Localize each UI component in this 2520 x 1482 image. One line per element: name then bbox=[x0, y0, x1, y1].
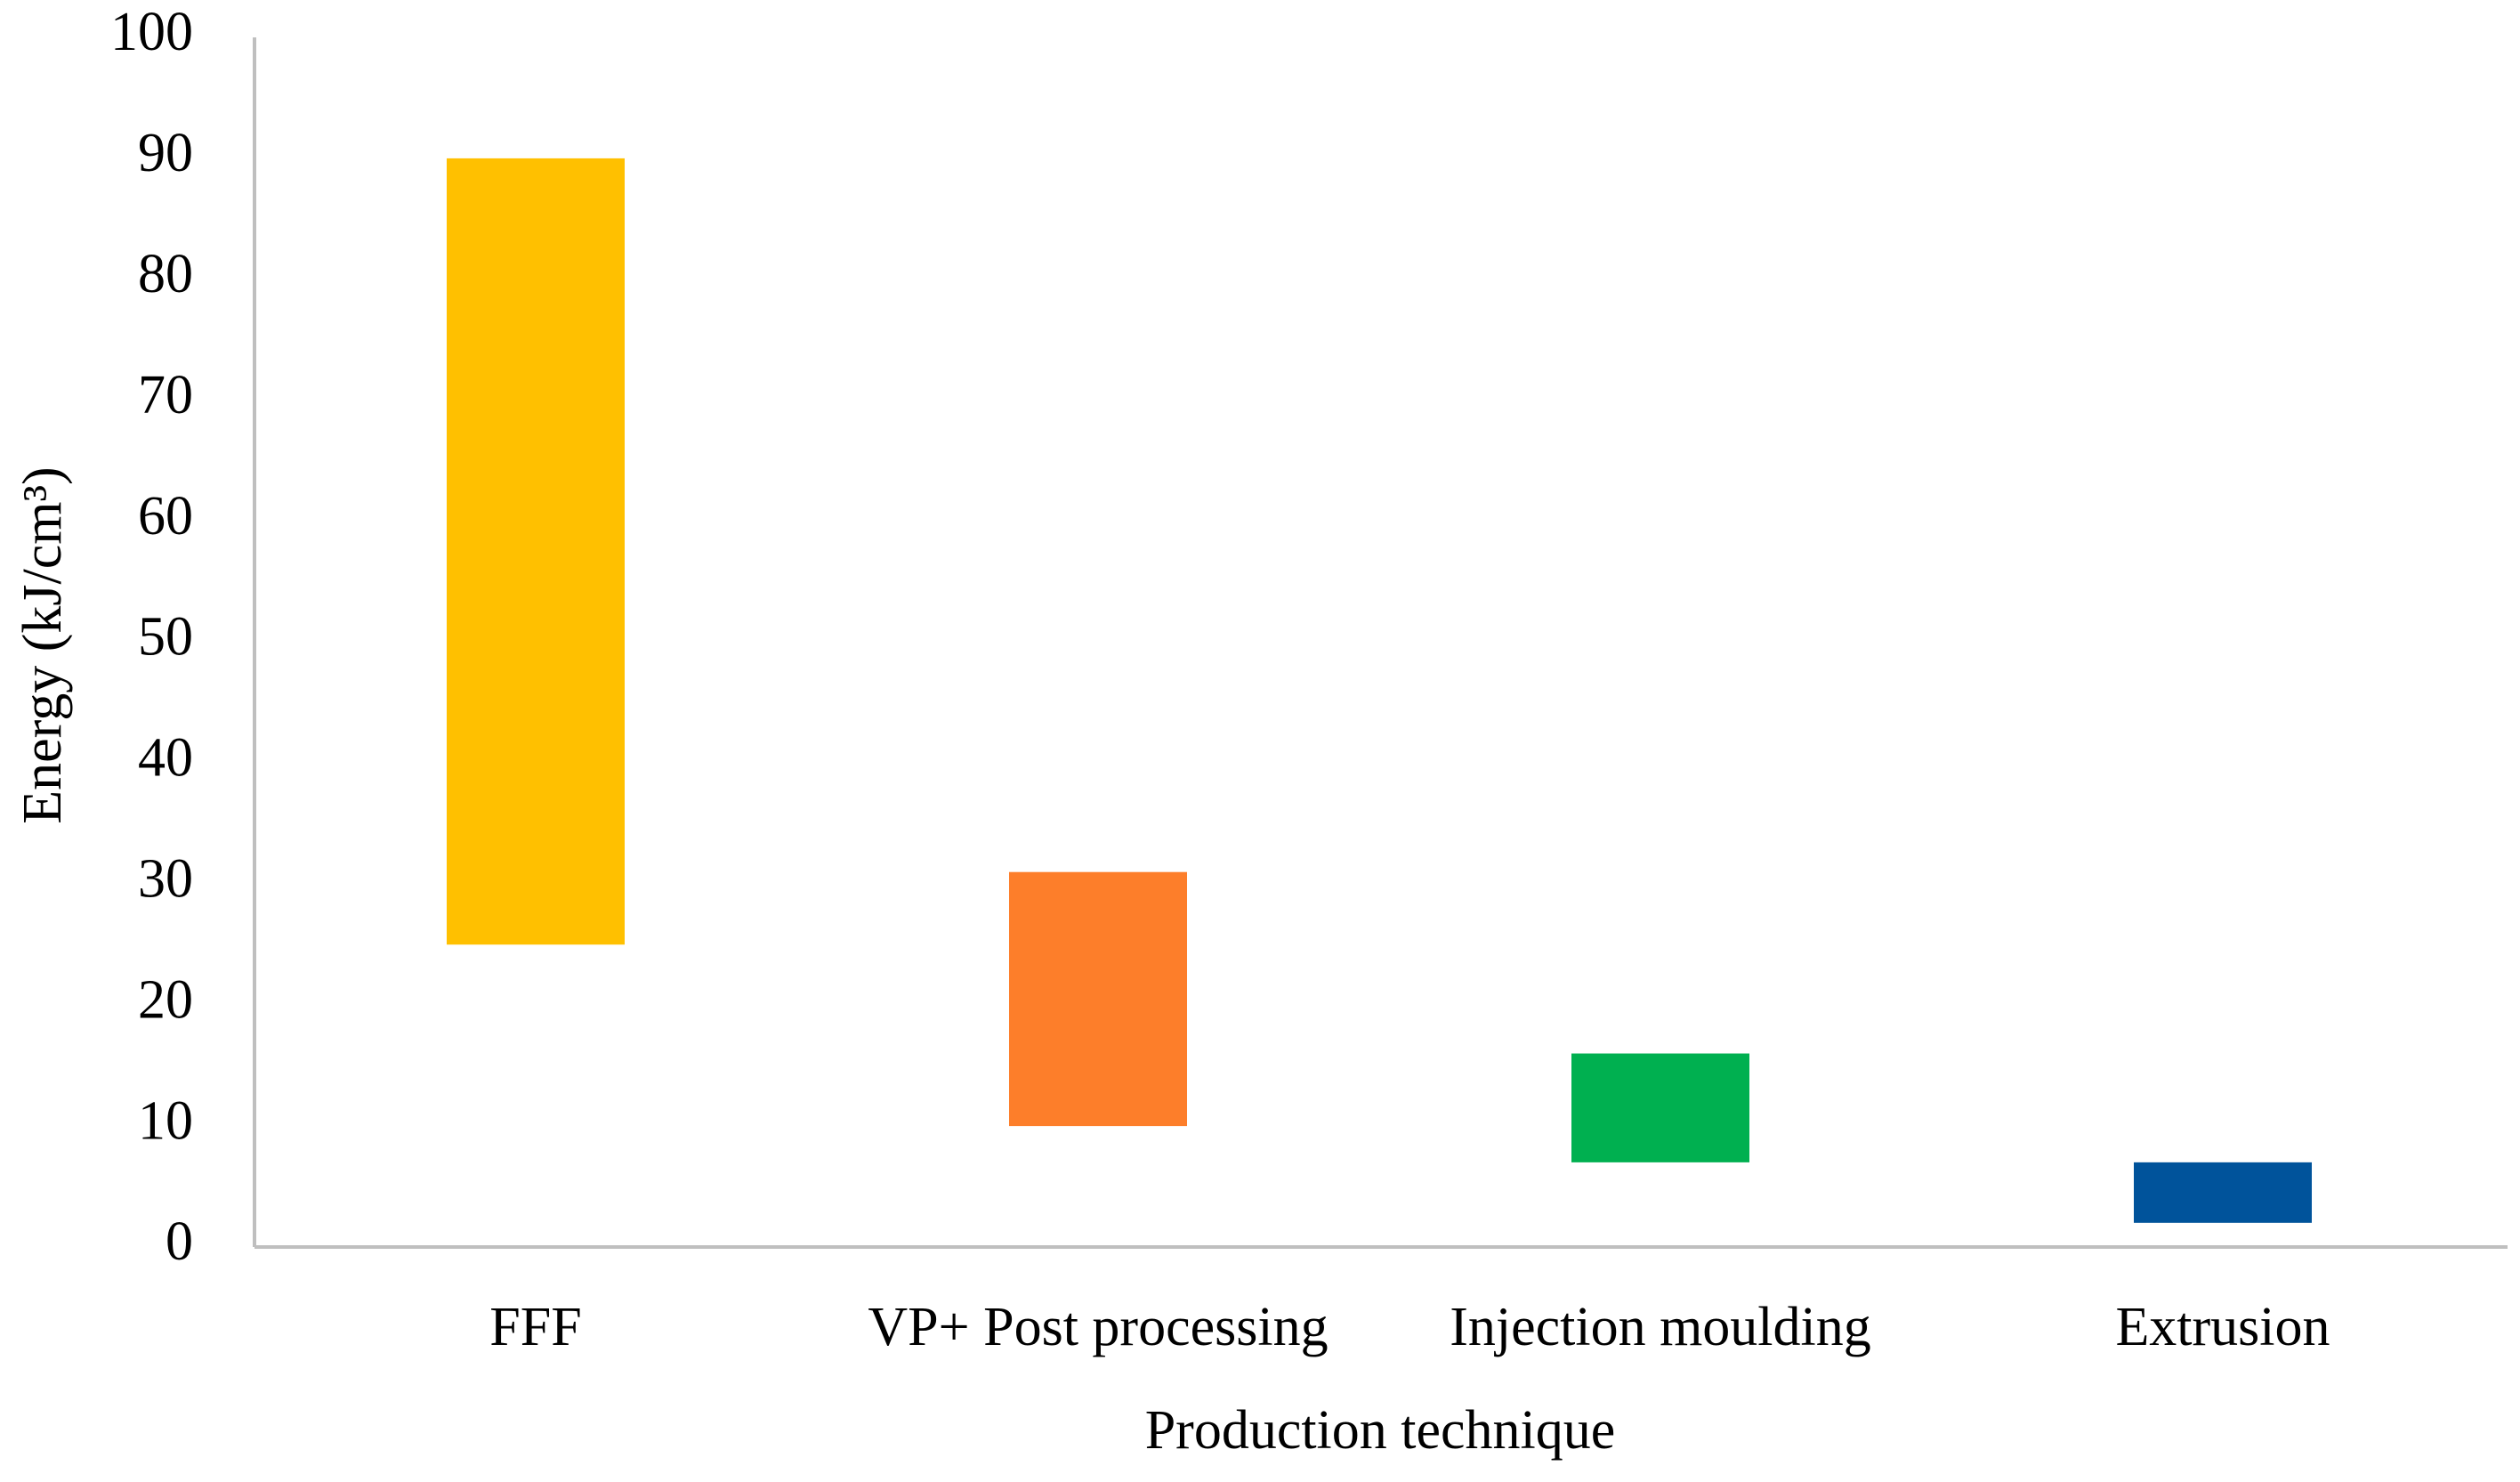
y-tick-label: 0 bbox=[166, 1211, 193, 1272]
x-tick-label: Injection moulding bbox=[1450, 1297, 1871, 1357]
y-tick-label: 60 bbox=[138, 486, 193, 547]
x-tick-label: FFF bbox=[489, 1297, 581, 1357]
y-tick-label: 90 bbox=[138, 123, 193, 183]
y-tick-label: 50 bbox=[138, 607, 193, 668]
y-tick-label: 30 bbox=[138, 849, 193, 910]
y-tick-label: 100 bbox=[110, 2, 193, 62]
y-tick-label: 40 bbox=[138, 728, 193, 789]
bar bbox=[1009, 871, 1187, 1127]
x-axis-title: Production technique bbox=[1145, 1400, 1616, 1461]
y-tick-label: 20 bbox=[138, 969, 193, 1030]
x-tick-label: VP+ Post processing bbox=[868, 1297, 1328, 1357]
y-axis-title: Energy (kJ/cm³) bbox=[12, 466, 73, 823]
bar bbox=[2134, 1162, 2312, 1223]
y-tick-label: 10 bbox=[138, 1090, 193, 1151]
y-tick-label: 80 bbox=[138, 244, 193, 304]
bar bbox=[1571, 1053, 1749, 1162]
y-tick-label: 70 bbox=[138, 365, 193, 425]
bar bbox=[447, 158, 625, 945]
x-tick-label: Extrusion bbox=[2115, 1297, 2330, 1357]
